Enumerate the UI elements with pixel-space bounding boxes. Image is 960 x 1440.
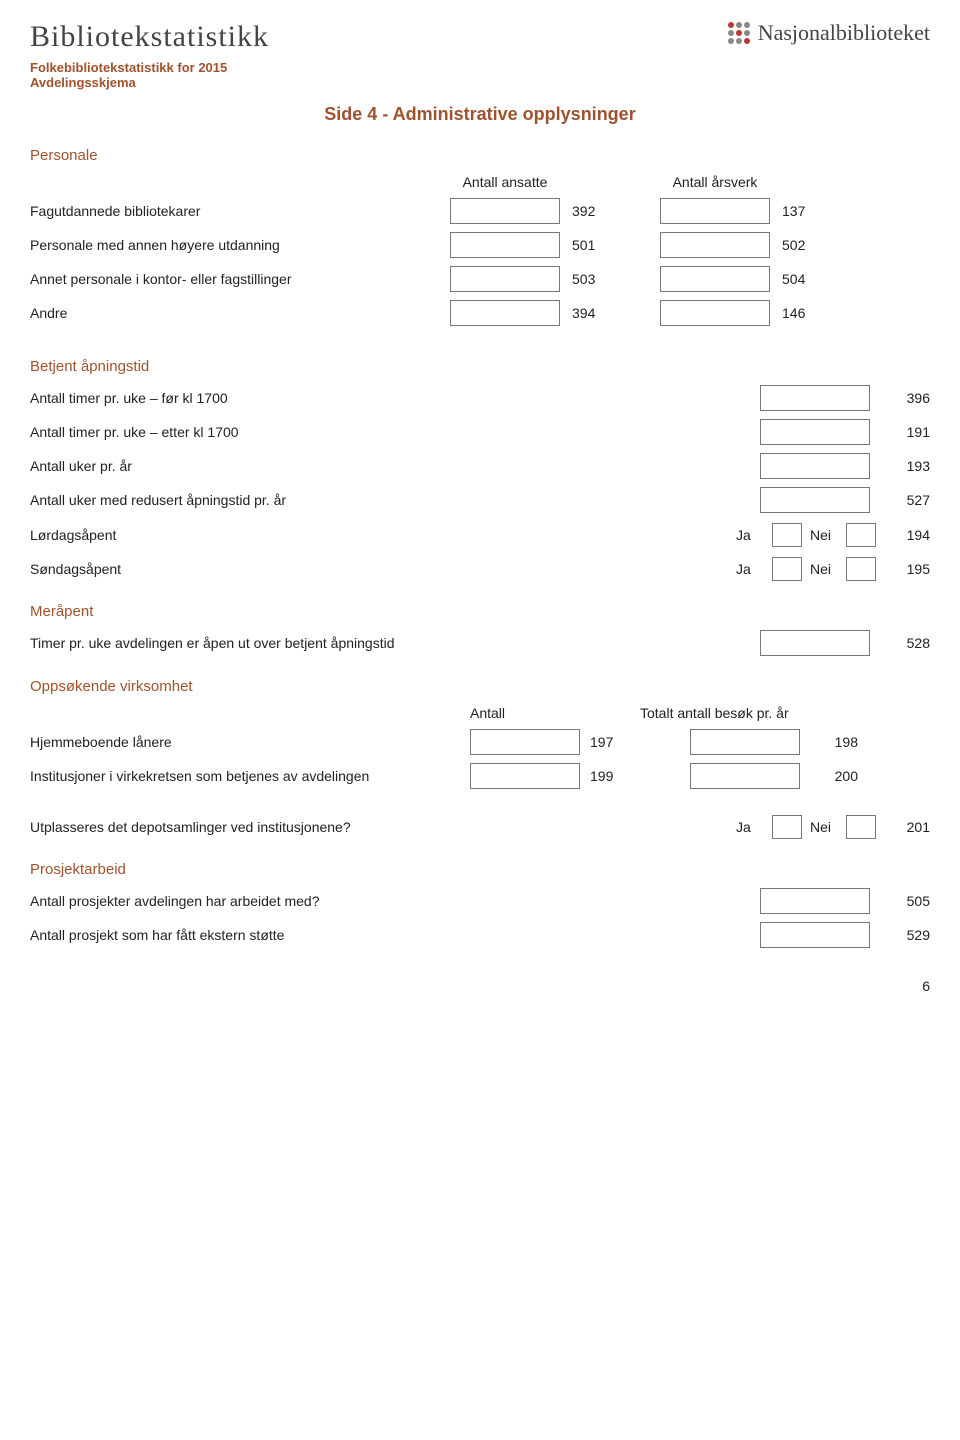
nei-label: Nei (810, 561, 838, 577)
input-box[interactable] (760, 630, 870, 656)
input-box[interactable] (760, 419, 870, 445)
row-label: Antall prosjekter avdelingen har arbeide… (30, 893, 760, 909)
logo-bibliotekstatistikk: Bibliotekstatistikk (30, 20, 269, 54)
input-box[interactable] (760, 888, 870, 914)
row-label: Søndagsåpent (30, 561, 736, 577)
row-label: Hjemmeboende lånere (30, 734, 470, 750)
section-merapent: Meråpent (30, 603, 930, 620)
field-code: 529 (882, 927, 930, 943)
ja-label: Ja (736, 819, 764, 835)
field-code: 503 (572, 271, 620, 287)
input-box[interactable] (760, 385, 870, 411)
row-label: Lørdagsåpent (30, 527, 736, 543)
field-code: 394 (572, 305, 620, 321)
row-label: Antall prosjekt som har fått ekstern stø… (30, 927, 760, 943)
nei-checkbox[interactable] (846, 523, 876, 547)
nei-checkbox[interactable] (846, 815, 876, 839)
field-code: 194 (890, 527, 930, 543)
row-label: Personale med annen høyere utdanning (30, 237, 450, 253)
input-box[interactable] (660, 198, 770, 224)
field-code: 191 (882, 424, 930, 440)
row-label: Antall timer pr. uke – etter kl 1700 (30, 424, 760, 440)
input-box[interactable] (690, 763, 800, 789)
section-prosjekt: Prosjektarbeid (30, 861, 930, 878)
input-box[interactable] (470, 729, 580, 755)
subtitle-schema: Avdelingsskjema (30, 75, 930, 90)
row-label: Timer pr. uke avdelingen er åpen ut over… (30, 635, 760, 651)
field-code: 199 (590, 768, 638, 784)
row-label: Antall uker med redusert åpningstid pr. … (30, 492, 760, 508)
field-code: 198 (810, 734, 858, 750)
input-box[interactable] (760, 487, 870, 513)
nei-label: Nei (810, 527, 838, 543)
row-label: Andre (30, 305, 450, 321)
field-code: 396 (882, 390, 930, 406)
input-box[interactable] (450, 266, 560, 292)
nb-dots-icon (728, 22, 750, 44)
field-code: 502 (782, 237, 830, 253)
ja-label: Ja (736, 527, 764, 543)
row-label: Fagutdannede bibliotekarer (30, 203, 450, 219)
nei-checkbox[interactable] (846, 557, 876, 581)
row-label: Antall timer pr. uke – før kl 1700 (30, 390, 760, 406)
field-code: 146 (782, 305, 830, 321)
row-label: Utplasseres det depotsamlinger ved insti… (30, 819, 736, 835)
input-box[interactable] (760, 453, 870, 479)
input-box[interactable] (450, 232, 560, 258)
field-code: 505 (882, 893, 930, 909)
field-code: 200 (810, 768, 858, 784)
field-code: 193 (882, 458, 930, 474)
row-label: Antall uker pr. år (30, 458, 760, 474)
ja-label: Ja (736, 561, 764, 577)
field-code: 527 (882, 492, 930, 508)
input-box[interactable] (760, 922, 870, 948)
page-title: Side 4 - Administrative opplysninger (30, 104, 930, 125)
input-box[interactable] (690, 729, 800, 755)
ja-checkbox[interactable] (772, 523, 802, 547)
input-box[interactable] (470, 763, 580, 789)
field-code: 504 (782, 271, 830, 287)
field-code: 501 (572, 237, 620, 253)
ja-checkbox[interactable] (772, 557, 802, 581)
input-box[interactable] (450, 198, 560, 224)
field-code: 201 (890, 819, 930, 835)
subtitle-year: Folkebibliotekstatistikk for 2015 (30, 60, 930, 75)
row-label: Institusjoner i virkekretsen som betjene… (30, 768, 470, 784)
input-box[interactable] (450, 300, 560, 326)
col-antall-arsverk: Antall årsverk (660, 174, 770, 190)
field-code: 392 (572, 203, 620, 219)
section-oppsokende: Oppsøkende virksomhet (30, 678, 930, 695)
field-code: 528 (882, 635, 930, 651)
input-box[interactable] (660, 266, 770, 292)
section-personale: Personale (30, 147, 930, 164)
col-antall: Antall (470, 705, 580, 721)
ja-checkbox[interactable] (772, 815, 802, 839)
section-betjent: Betjent åpningstid (30, 358, 930, 375)
logo-nasjonalbiblioteket: Nasjonalbiblioteket (728, 20, 930, 46)
input-box[interactable] (660, 300, 770, 326)
col-totalt-besok: Totalt antall besøk pr. år (640, 705, 820, 721)
page-number: 6 (30, 978, 930, 994)
col-antall-ansatte: Antall ansatte (450, 174, 560, 190)
logo-right-text: Nasjonalbiblioteket (758, 20, 930, 46)
field-code: 195 (890, 561, 930, 577)
row-label: Annet personale i kontor- eller fagstill… (30, 271, 450, 287)
input-box[interactable] (660, 232, 770, 258)
field-code: 197 (590, 734, 638, 750)
field-code: 137 (782, 203, 830, 219)
nei-label: Nei (810, 819, 838, 835)
